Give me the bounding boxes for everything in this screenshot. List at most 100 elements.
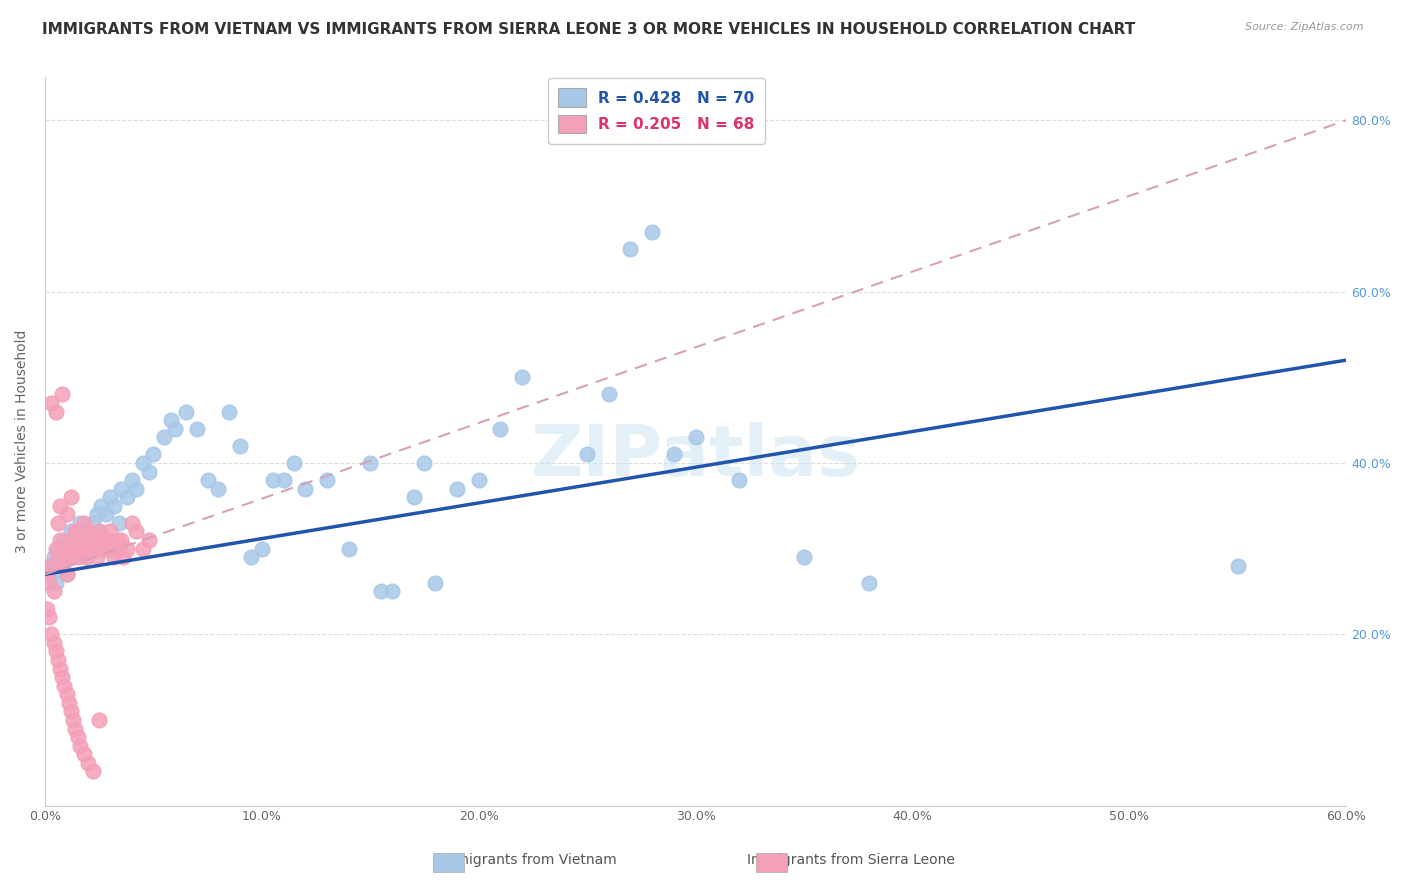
Point — [75, 550, 97, 565]
Point — [138, 533, 160, 547]
Point — [65, 722, 87, 736]
Point — [283, 456, 305, 470]
Point — [510, 370, 533, 384]
Point — [77, 756, 100, 770]
Point — [51, 670, 73, 684]
Point — [77, 533, 100, 547]
Point — [59, 524, 82, 539]
Point — [793, 550, 815, 565]
Point — [55, 687, 77, 701]
Point — [103, 550, 125, 565]
Point — [117, 490, 139, 504]
Point — [49, 499, 72, 513]
Point — [49, 558, 72, 573]
Point — [142, 447, 165, 461]
Point — [82, 516, 104, 530]
Point — [69, 739, 91, 753]
Point — [101, 541, 124, 556]
Point — [37, 567, 59, 582]
Point — [82, 764, 104, 779]
Point — [250, 541, 273, 556]
Point — [90, 499, 112, 513]
Text: Immigrants from Sierra Leone: Immigrants from Sierra Leone — [747, 853, 955, 867]
Point — [62, 713, 84, 727]
Point — [110, 533, 132, 547]
Point — [89, 524, 111, 539]
Point — [53, 679, 76, 693]
Point — [51, 558, 73, 573]
Point — [413, 456, 436, 470]
Point — [576, 447, 599, 461]
Point — [37, 601, 59, 615]
Point — [103, 499, 125, 513]
Point — [66, 541, 89, 556]
Point — [42, 636, 65, 650]
Point — [70, 541, 93, 556]
Point — [598, 387, 620, 401]
Point — [82, 533, 104, 547]
Point — [381, 584, 404, 599]
Point — [62, 541, 84, 556]
Point — [53, 541, 76, 556]
Point — [94, 533, 117, 547]
Point — [59, 490, 82, 504]
Y-axis label: 3 or more Vehicles in Household: 3 or more Vehicles in Household — [15, 330, 30, 553]
Point — [45, 575, 67, 590]
Point — [117, 541, 139, 556]
Point — [165, 422, 187, 436]
Point — [858, 575, 880, 590]
Point — [89, 524, 111, 539]
Point — [105, 533, 128, 547]
Point — [94, 508, 117, 522]
Point — [38, 558, 60, 573]
Point — [107, 516, 129, 530]
Legend: R = 0.428   N = 70, R = 0.205   N = 68: R = 0.428 N = 70, R = 0.205 N = 68 — [548, 78, 765, 145]
Point — [138, 465, 160, 479]
Point — [402, 490, 425, 504]
Point — [174, 404, 197, 418]
Point — [46, 541, 69, 556]
Point — [90, 533, 112, 547]
Point — [125, 524, 148, 539]
Point — [273, 473, 295, 487]
Point — [49, 661, 72, 675]
Point — [41, 567, 63, 582]
Point — [58, 696, 80, 710]
Point — [66, 730, 89, 744]
Point — [446, 482, 468, 496]
Point — [641, 225, 664, 239]
Point — [46, 550, 69, 565]
Point — [131, 456, 153, 470]
Point — [229, 439, 252, 453]
Point — [619, 242, 641, 256]
Point — [46, 653, 69, 667]
Point — [65, 533, 87, 547]
Point — [467, 473, 489, 487]
Point — [51, 387, 73, 401]
Point — [98, 524, 121, 539]
Point — [45, 541, 67, 556]
Point — [79, 541, 101, 556]
Text: Immigrants from Vietnam: Immigrants from Vietnam — [437, 853, 617, 867]
Point — [1226, 558, 1249, 573]
Point — [66, 524, 89, 539]
Point — [337, 541, 360, 556]
Point — [370, 584, 392, 599]
Point — [42, 550, 65, 565]
Point — [93, 541, 115, 556]
Point — [62, 550, 84, 565]
Point — [240, 550, 263, 565]
Point — [73, 516, 96, 530]
Point — [41, 627, 63, 641]
Point — [131, 541, 153, 556]
Point — [41, 558, 63, 573]
Point — [121, 473, 143, 487]
Point — [59, 705, 82, 719]
Point — [728, 473, 751, 487]
Point — [98, 490, 121, 504]
Point — [107, 541, 129, 556]
Point — [38, 610, 60, 624]
Point — [51, 550, 73, 565]
Point — [55, 567, 77, 582]
Point — [121, 516, 143, 530]
